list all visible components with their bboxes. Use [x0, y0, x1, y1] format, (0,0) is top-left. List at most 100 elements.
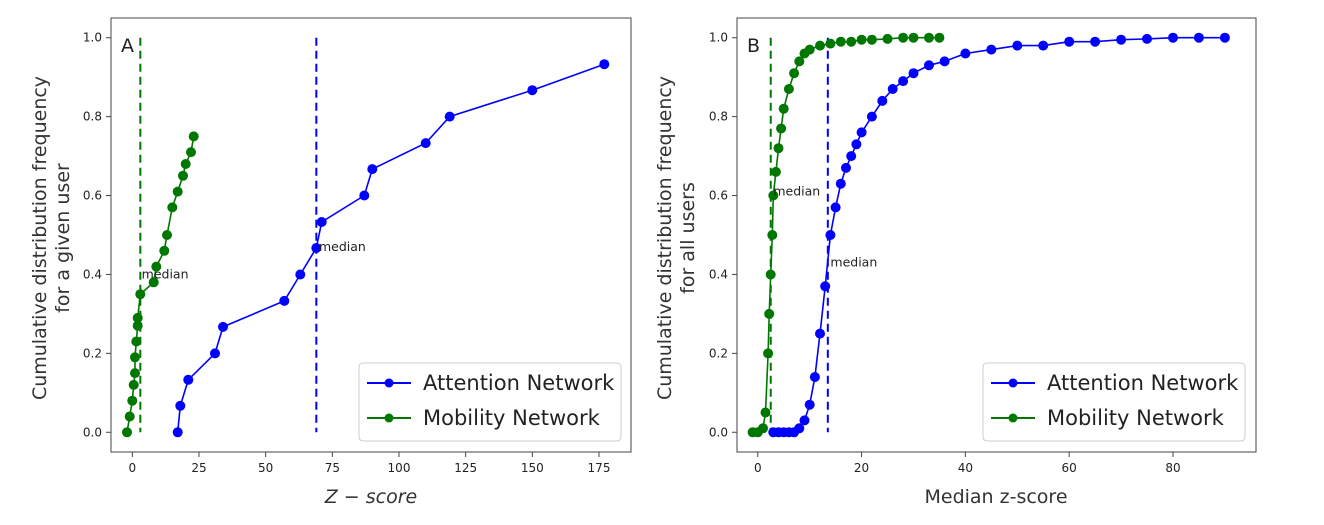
- panel-a-attention-point: [210, 348, 220, 359]
- panel-a-y-tick-label: 1.0: [83, 31, 102, 45]
- panel-a-x-tick-label: 100: [388, 461, 411, 475]
- panel-a-mobility-point: [131, 336, 142, 347]
- panel-a-attention-point: [420, 138, 431, 149]
- panel-b-mobility-point: [846, 36, 857, 47]
- panel-b-attention-point: [825, 230, 836, 240]
- panel-a-attention-point: [316, 217, 327, 227]
- panel-a-mobility-point: [135, 289, 146, 300]
- panel-b-mobility-point: [773, 143, 784, 154]
- panel-b-mobility-point: [882, 33, 893, 44]
- panel-b-attention-point: [898, 76, 909, 87]
- panel-a-series: [122, 59, 610, 438]
- panel-a-attention-point: [527, 85, 538, 96]
- panel-b-attention-point: [1090, 36, 1101, 47]
- panel-a-mobility-point: [180, 159, 191, 169]
- panel-b: B 0 20 40 60 80 0.00.20.40.60.81.0 medianmed…: [654, 17, 1257, 508]
- panel-b-mobility-point: [758, 423, 768, 434]
- panel-b-mobility-point: [794, 56, 805, 67]
- panel-b-mobility-point: [835, 36, 846, 47]
- panel-a-median-annotation: median: [319, 239, 366, 254]
- panel-b-attention-point: [841, 162, 851, 173]
- panel-b-mobility-point: [763, 348, 774, 359]
- panel-b-y-tick-label: 0.2: [709, 346, 728, 360]
- panel-a-mobility-point: [172, 186, 183, 197]
- panel-a-attention-point: [295, 269, 306, 280]
- panel-b-mobility-point: [789, 68, 800, 79]
- panel-b-x-ticks: 0 20 40 60 80: [754, 452, 1181, 475]
- panel-a-attention-point: [183, 374, 194, 385]
- panel-a-mobility-point: [128, 379, 139, 390]
- panel-a-legend-box: [358, 362, 622, 442]
- panel-b-attention-point: [1193, 32, 1204, 43]
- panel-b-attention-point: [1064, 36, 1075, 47]
- panel-b-mobility-point: [776, 123, 787, 134]
- panel-b-attention-point: [846, 151, 857, 162]
- panel-b-attention-point: [1219, 32, 1230, 43]
- panel-a-y-axis-title-line2: for a given user: [52, 163, 74, 313]
- panel-b-attention-point: [809, 372, 820, 382]
- panel-a-attention-point: [367, 164, 378, 175]
- panel-b-y-tick-label: 0.8: [709, 110, 728, 124]
- panel-b-mobility-point: [765, 269, 776, 280]
- panel-b-attention-point: [1116, 34, 1127, 45]
- panel-b-attention-point: [908, 68, 919, 79]
- panel-a-legend-attention-marker: [384, 378, 394, 388]
- panel-b-x-tick-label: 80: [1165, 461, 1180, 475]
- panel-a-attention-point: [444, 111, 455, 122]
- panel-a-median-lines: [139, 37, 318, 433]
- panel-b-attention-point: [794, 423, 805, 434]
- panel-b-annotations: median median: [773, 184, 877, 270]
- panel-a-mobility-point: [159, 245, 170, 256]
- panel-b-attention-point: [939, 56, 950, 67]
- panel-a-y-ticks: 0.0 0.2 0.4 0.6 0.8 1.0: [83, 31, 111, 439]
- panel-b-mobility-point: [924, 32, 934, 43]
- panel-b-letter: B: [747, 35, 760, 57]
- panel-b-y-tick-label: 0.0: [709, 425, 728, 439]
- panel-b-attention-point: [804, 399, 815, 410]
- panel-b-mobility-point: [856, 34, 867, 45]
- panel-a-mobility-point: [127, 395, 138, 406]
- panel-b-attention-point: [820, 281, 831, 292]
- panel-b-x-tick-label: 20: [854, 461, 869, 475]
- panel-a-x-tick-label: 125: [454, 461, 477, 475]
- panel-b-x-axis-title: Median z-score: [924, 486, 1067, 508]
- panel-a-legend-mobility-marker: [384, 413, 394, 423]
- panel-a-x-tick-label: 0: [129, 461, 137, 475]
- panel-b-legend-mobility-marker: [1008, 413, 1018, 423]
- panel-b-legend: Attention Network Mobility Network: [982, 362, 1246, 442]
- panel-b-attention-point: [960, 48, 971, 59]
- panel-a-y-tick-label: 0.6: [83, 189, 102, 203]
- panel-a-mobility-point: [130, 352, 140, 363]
- panel-b-y-axis-title-line2: for all users: [677, 182, 699, 294]
- panel-b-x-tick-label: 60: [1062, 461, 1077, 475]
- panel-a-x-tick-label: 50: [258, 461, 273, 475]
- panel-b-attention-point: [856, 127, 867, 138]
- panel-b-mobility-point: [804, 44, 815, 55]
- panel-b-mobility-point: [764, 308, 775, 319]
- panel-b-median-annotation: median: [830, 255, 877, 270]
- panel-b-y-tick-label: 1.0: [709, 31, 728, 45]
- panel-a-x-tick-label: 150: [521, 461, 544, 475]
- panel-a-median-annotation: median: [142, 266, 189, 281]
- panel-b-attention-point: [1012, 40, 1023, 51]
- panel-b-legend-box: [982, 362, 1246, 442]
- panel-b-attention-point: [799, 415, 810, 426]
- panel-a-mobility-point: [122, 427, 132, 438]
- panel-b-attention-point: [830, 202, 841, 213]
- panel-a-mobility-point: [148, 277, 159, 288]
- panel-a-y-tick-label: 0.4: [83, 267, 102, 281]
- panel-a-attention-point: [172, 427, 183, 438]
- panel-b-attention-point: [887, 84, 898, 94]
- panel-b-mobility-point: [778, 103, 789, 114]
- panel-b-attention-point: [1168, 32, 1178, 43]
- panel-b-mobility-point: [760, 407, 771, 418]
- panel-a-x-tick-label: 25: [191, 461, 206, 475]
- panel-a-legend: Attention Network Mobility Network: [358, 362, 622, 442]
- panel-b-attention-point: [1142, 33, 1152, 44]
- panel-a-mobility-point: [132, 312, 143, 323]
- panel-b-attention-point: [815, 328, 825, 339]
- panel-a-legend-mobility-label: Mobility Network: [423, 406, 601, 430]
- panel-a-x-axis-title: Z − score: [324, 486, 418, 508]
- panel-a-attention-point: [311, 243, 322, 253]
